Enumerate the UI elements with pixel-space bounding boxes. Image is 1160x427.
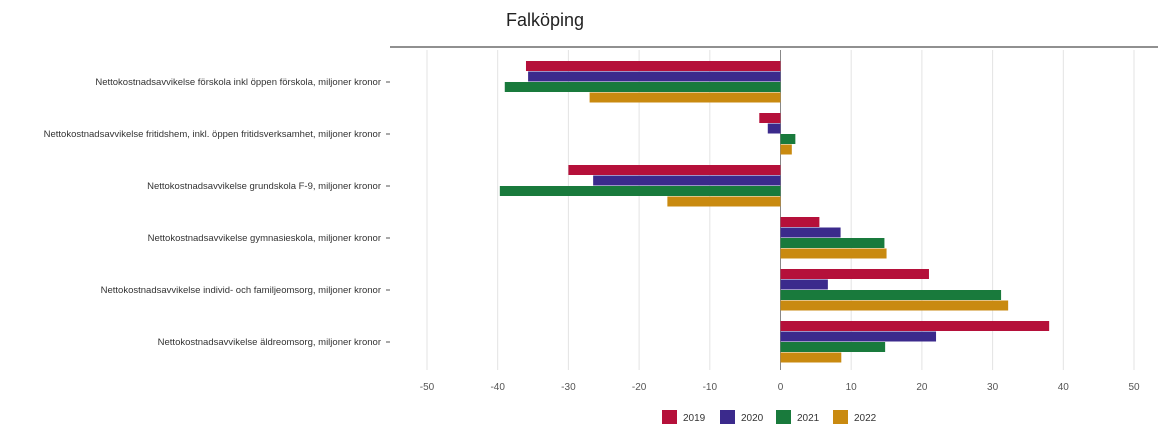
legend-swatch-2020: [720, 410, 735, 424]
bar-2019[interactable]: [525, 61, 781, 71]
bar-2020[interactable]: [780, 331, 937, 342]
x-tick-label: 20: [916, 382, 928, 393]
x-tick-label: 30: [987, 382, 999, 393]
x-tick-label: 10: [846, 382, 858, 393]
bar-2020[interactable]: [767, 123, 781, 134]
category-label: Nettokostnadsavvikelse individ- och fami…: [101, 285, 381, 296]
legend-swatch-2021: [776, 410, 791, 424]
bar-2020[interactable]: [528, 71, 781, 82]
legend-swatch-2019: [662, 410, 677, 424]
bar-2022[interactable]: [780, 300, 1009, 311]
bar-2019[interactable]: [780, 217, 820, 227]
bar-2020[interactable]: [780, 279, 828, 290]
legend-swatch-2022: [833, 410, 848, 424]
bar-2022[interactable]: [589, 92, 781, 103]
bar-2022[interactable]: [667, 196, 781, 207]
legend-label: 2020: [741, 413, 764, 424]
bar-2020[interactable]: [780, 227, 841, 238]
bar-2019[interactable]: [568, 165, 781, 175]
x-tick-label: -30: [561, 382, 576, 393]
bar-2019[interactable]: [759, 113, 781, 123]
x-tick-label: -10: [703, 382, 718, 393]
bar-2019[interactable]: [780, 269, 929, 279]
bar-2019[interactable]: [780, 321, 1050, 331]
category-label: Nettokostnadsavvikelse fritidshem, inkl.…: [44, 129, 381, 140]
category-label: Nettokostnadsavvikelse förskola inkl öpp…: [95, 77, 381, 88]
bar-2022[interactable]: [780, 144, 792, 155]
bar-2021[interactable]: [780, 342, 886, 352]
legend-label: 2021: [797, 413, 820, 424]
bar-2021[interactable]: [780, 290, 1002, 300]
bar-2021[interactable]: [504, 82, 781, 92]
x-tick-label: -20: [632, 382, 647, 393]
x-tick-label: 50: [1128, 382, 1140, 393]
category-label: Nettokostnadsavvikelse gymnasieskola, mi…: [148, 233, 381, 244]
x-tick-label: 0: [778, 382, 784, 393]
bar-2020[interactable]: [593, 175, 781, 186]
chart-title: Falköping: [506, 10, 584, 30]
x-tick-label: -50: [420, 382, 435, 393]
x-tick-label: -40: [490, 382, 505, 393]
bar-2021[interactable]: [499, 186, 781, 196]
x-tick-label: 40: [1058, 382, 1070, 393]
legend-label: 2019: [683, 413, 706, 424]
bar-2022[interactable]: [780, 248, 887, 259]
category-label: Nettokostnadsavvikelse äldreomsorg, milj…: [158, 337, 381, 348]
bar-2021[interactable]: [780, 238, 885, 248]
bar-2022[interactable]: [780, 352, 842, 363]
bar-2021[interactable]: [780, 134, 796, 144]
category-label: Nettokostnadsavvikelse grundskola F-9, m…: [147, 181, 381, 192]
legend-label: 2022: [854, 413, 877, 424]
